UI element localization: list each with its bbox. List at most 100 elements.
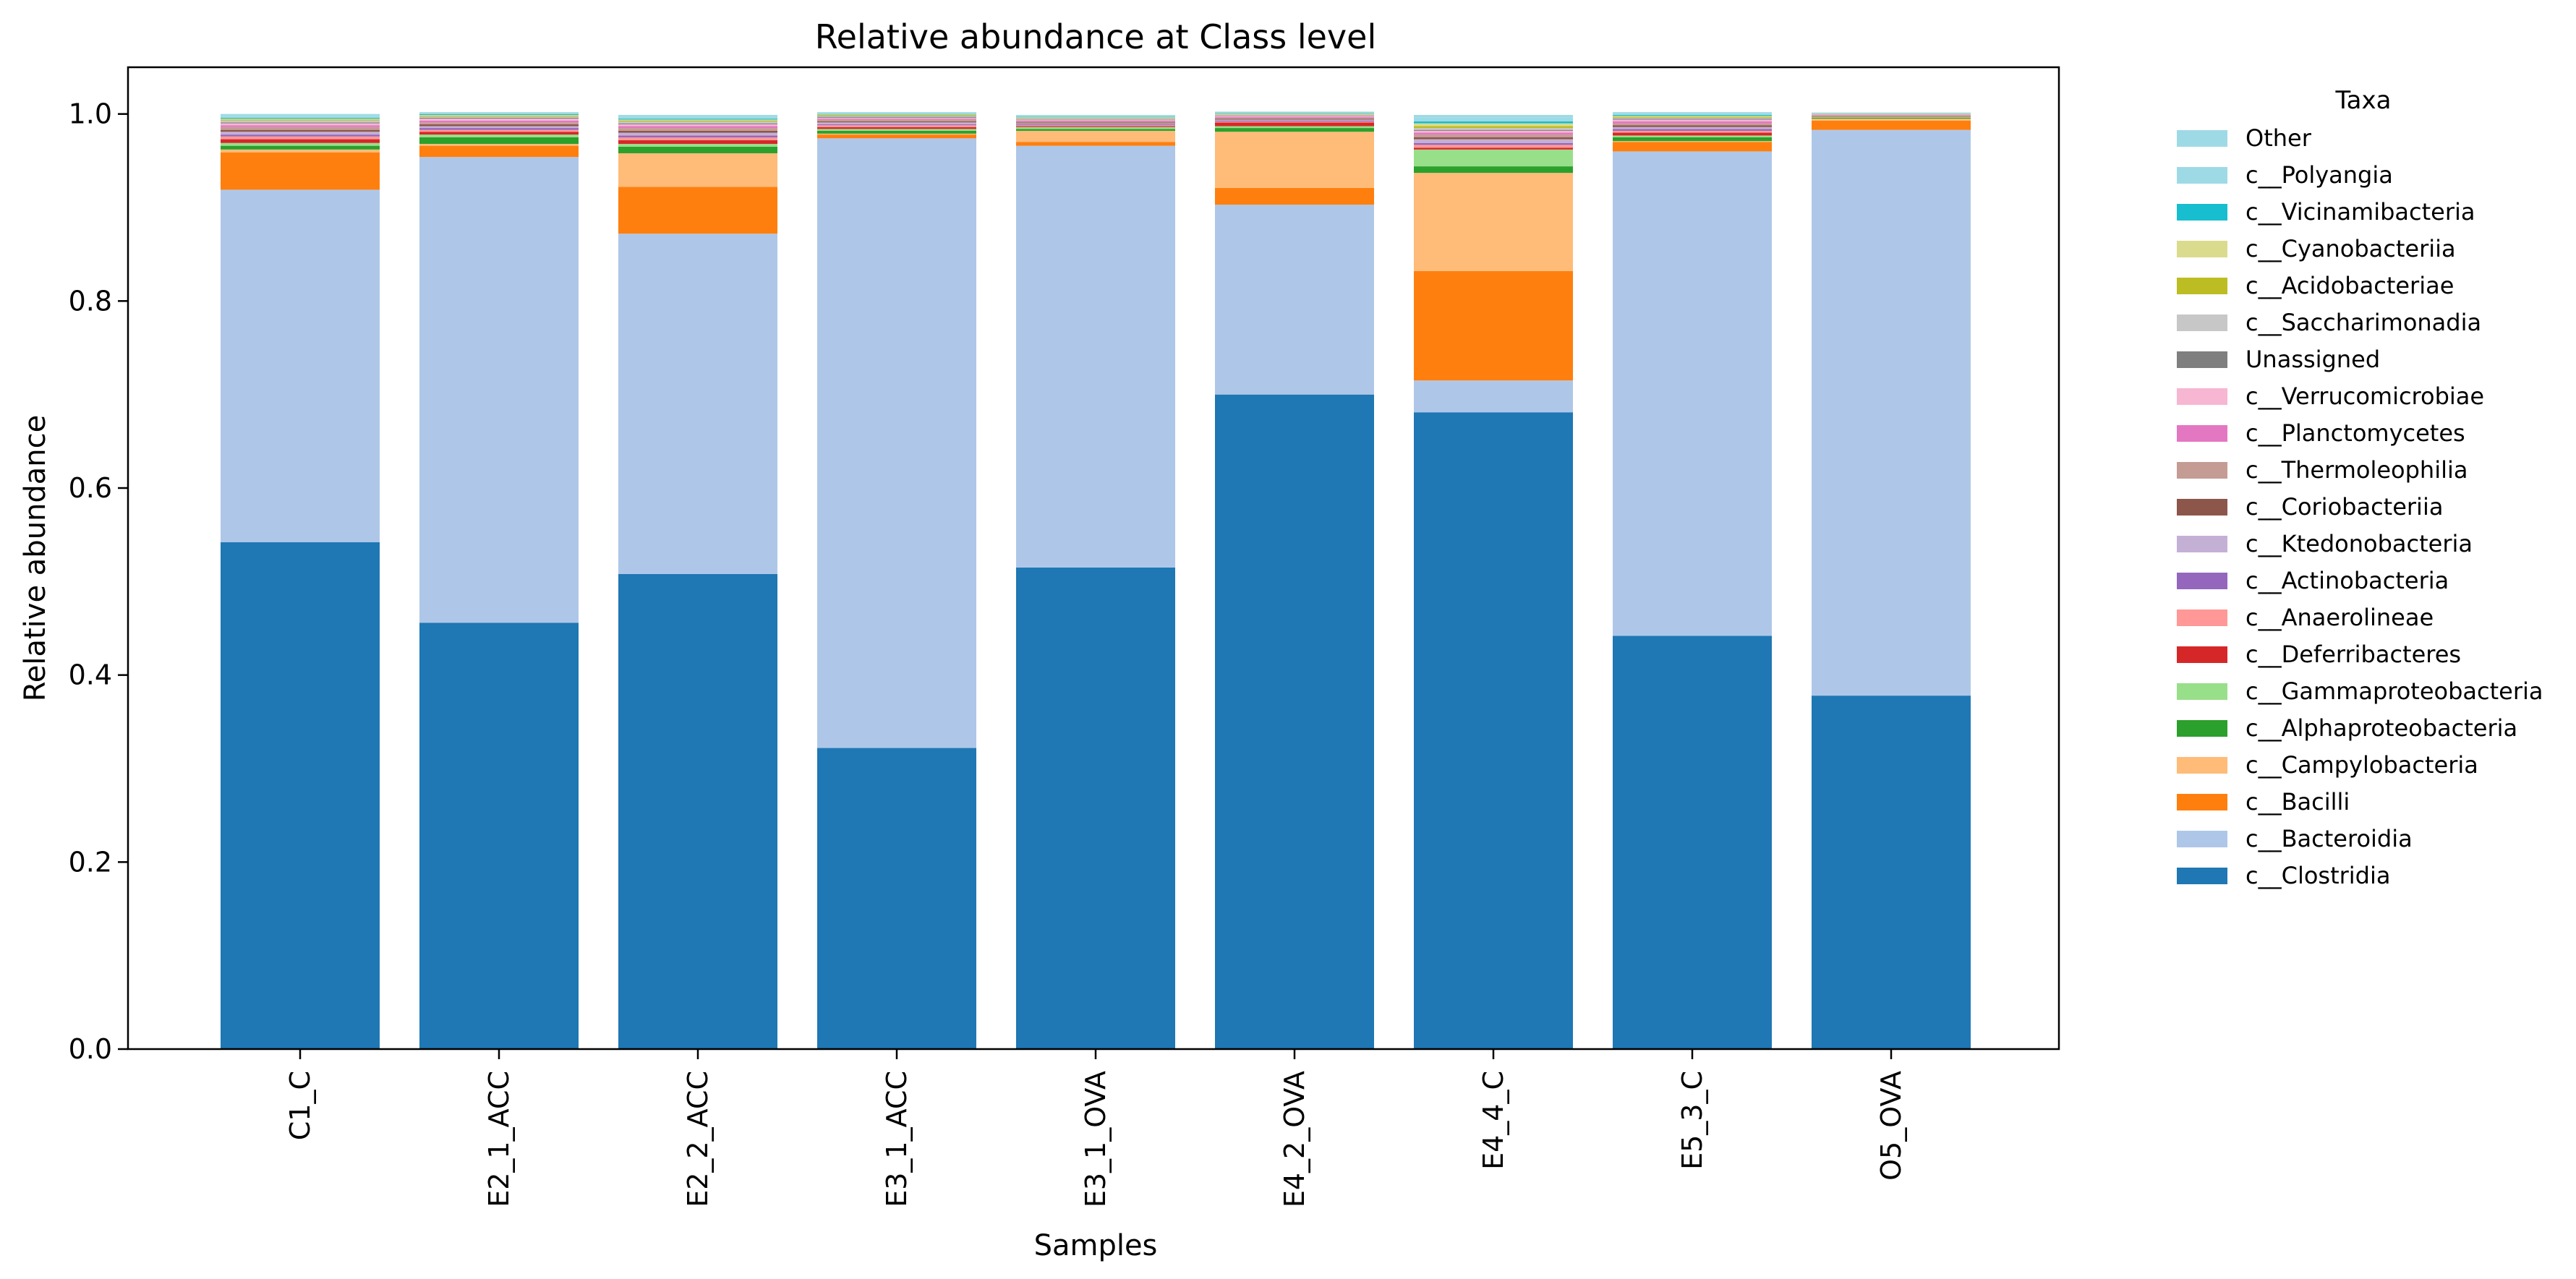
x-tick-label: E2_2_ACC bbox=[682, 1071, 714, 1207]
bar-segment bbox=[817, 114, 976, 116]
legend-swatch bbox=[2177, 831, 2227, 847]
legend: Taxa Other c__Polyangia c__Vicinamibacteri… bbox=[2177, 86, 2543, 889]
bar-segment bbox=[1613, 117, 1772, 119]
bar-segment bbox=[817, 113, 976, 114]
bar-segment bbox=[1613, 137, 1772, 142]
bar-segment bbox=[1414, 412, 1573, 1049]
x-tick-label: E3_1_ACC bbox=[881, 1071, 913, 1207]
bar-segment bbox=[221, 127, 380, 130]
bar-stack-E3_1_OVA bbox=[1016, 114, 1175, 1049]
bar-segment bbox=[419, 145, 579, 158]
legend-swatch bbox=[2177, 794, 2227, 810]
legend-swatch bbox=[2177, 683, 2227, 700]
bar-segment bbox=[419, 129, 579, 132]
bar-segment bbox=[1215, 117, 1374, 119]
bar-segment bbox=[419, 120, 579, 123]
legend-label: c__Ktedonobacteria bbox=[2246, 530, 2473, 557]
bar-segment bbox=[221, 117, 380, 119]
bar-segment bbox=[1215, 119, 1374, 121]
bar-segment bbox=[1215, 111, 1374, 113]
bar-segment bbox=[618, 187, 777, 234]
bar-segment bbox=[1016, 125, 1175, 127]
x-tick-label: E5_3_C bbox=[1676, 1071, 1708, 1170]
bar-segment bbox=[221, 136, 380, 140]
bar-segment bbox=[1414, 132, 1573, 135]
bar-segment bbox=[221, 132, 380, 135]
bar-segment bbox=[1613, 114, 1772, 116]
bar-segment bbox=[817, 134, 976, 139]
legend-label: c__Cyanobacteriia bbox=[2246, 235, 2456, 262]
x-tick-label: O5_OVA bbox=[1875, 1071, 1907, 1181]
legend-swatch bbox=[2177, 167, 2227, 184]
legend-label: c__Anaerolineae bbox=[2246, 604, 2434, 631]
legend-swatch bbox=[2177, 573, 2227, 589]
bar-segment bbox=[1016, 124, 1175, 126]
legend-swatch bbox=[2177, 351, 2227, 368]
bar-segment bbox=[618, 130, 777, 133]
bar-segment bbox=[1613, 151, 1772, 636]
bar-segment bbox=[1812, 696, 1971, 1049]
legend-swatch bbox=[2177, 388, 2227, 405]
bar-segment bbox=[817, 117, 976, 119]
bar-segment bbox=[1016, 119, 1175, 121]
bar-segment bbox=[221, 116, 380, 118]
legend-label: c__Planctomycetes bbox=[2246, 419, 2465, 447]
bar-stack-E3_1_ACC bbox=[817, 112, 976, 1049]
bar-segment bbox=[1613, 129, 1772, 131]
bar-segment bbox=[1215, 122, 1374, 127]
x-axis: C1_C E2_1_ACC E2_2_ACC E3_1_ACC E3_1_OVA E4_2… bbox=[284, 1049, 1907, 1207]
bar-segment bbox=[817, 114, 976, 115]
bar-segment bbox=[221, 119, 380, 121]
bar-segment bbox=[1812, 116, 1971, 118]
bar-segment bbox=[221, 129, 380, 132]
bar-segment bbox=[221, 189, 380, 543]
bar-segment bbox=[221, 134, 380, 137]
y-tick-label: 1.0 bbox=[69, 98, 112, 130]
bar-segment bbox=[419, 117, 579, 119]
bar-segment bbox=[221, 114, 380, 116]
x-axis-label: Samples bbox=[1034, 1229, 1158, 1262]
bar-segment bbox=[1613, 130, 1772, 133]
bar-segment bbox=[1016, 142, 1175, 146]
bar-segment bbox=[221, 139, 380, 143]
bar-segment bbox=[1016, 129, 1175, 131]
bar-segment bbox=[618, 573, 777, 1049]
bar-segment bbox=[1414, 142, 1573, 145]
bar-segment bbox=[1215, 132, 1374, 188]
legend-swatch bbox=[2177, 646, 2227, 663]
bar-segment bbox=[221, 142, 380, 146]
bar-segment bbox=[817, 129, 976, 131]
bar-segment bbox=[1016, 114, 1175, 116]
bar-segment bbox=[618, 116, 777, 119]
bar-segment bbox=[1016, 119, 1175, 120]
legend-swatch bbox=[2177, 315, 2227, 331]
bar-segment bbox=[1016, 126, 1175, 127]
legend-label: c__Clostridia bbox=[2246, 862, 2390, 889]
bar-segment bbox=[221, 120, 380, 123]
legend-label: c__Vicinamibacteria bbox=[2246, 198, 2475, 226]
bar-segment bbox=[419, 157, 579, 623]
y-tick-label: 0.2 bbox=[69, 846, 112, 878]
bar-segment bbox=[419, 124, 579, 127]
bar-segment bbox=[1016, 117, 1175, 119]
bar-segment bbox=[1215, 187, 1374, 205]
bar-segment bbox=[1016, 117, 1175, 118]
bar-segment bbox=[817, 114, 976, 115]
bar-segment bbox=[1812, 119, 1971, 121]
bar-segment bbox=[1414, 166, 1573, 174]
bar-segment bbox=[1215, 121, 1374, 123]
bar-stack-E2_1_ACC bbox=[419, 112, 579, 1049]
bar-segment bbox=[1613, 132, 1772, 136]
y-tick-label: 0.0 bbox=[69, 1033, 112, 1065]
legend-label: c__Campylobacteria bbox=[2246, 751, 2478, 779]
bar-segment bbox=[1613, 142, 1772, 152]
legend-swatch bbox=[2177, 462, 2227, 479]
bar-segment bbox=[817, 121, 976, 123]
legend-label: c__Verrucomicrobiae bbox=[2246, 382, 2484, 410]
legend-label: c__Alphaproteobacteria bbox=[2246, 714, 2517, 742]
legend-title: Taxa bbox=[2335, 86, 2392, 115]
bar-segment bbox=[1215, 205, 1374, 395]
legend-swatch bbox=[2177, 241, 2227, 257]
bar-segment bbox=[1812, 120, 1971, 130]
